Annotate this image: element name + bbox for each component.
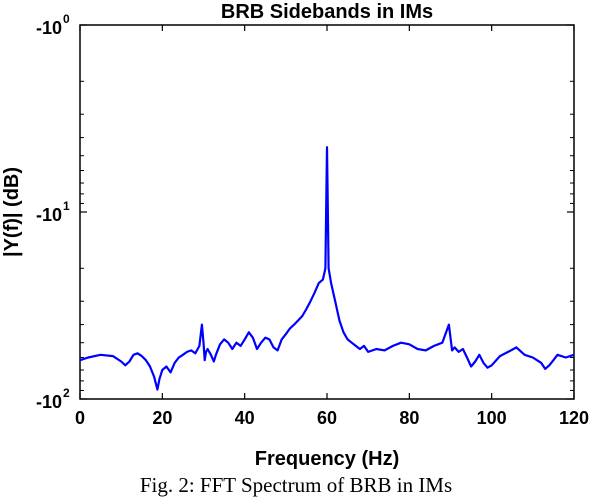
x-tick-label: 40 xyxy=(235,408,255,428)
y-tick-label: -10 xyxy=(36,18,62,38)
x-tick-label: 20 xyxy=(152,408,172,428)
x-tick-label: 80 xyxy=(399,408,419,428)
x-tick-label: 100 xyxy=(477,408,507,428)
x-tick-label: 120 xyxy=(559,408,589,428)
y-axis-label: |Y(f)| (dB) xyxy=(1,167,23,257)
y-tick-label: -10 xyxy=(36,205,62,225)
x-tick-label: 60 xyxy=(317,408,337,428)
y-axis-ticks: -10 0-10 1-10 2 xyxy=(36,12,574,412)
spectrum-line xyxy=(79,146,575,391)
x-axis-ticks: 0 20 40 60 80 100 120 xyxy=(75,25,589,428)
x-tick-label: 0 xyxy=(75,408,85,428)
y-tick-label: -10 xyxy=(36,392,62,412)
y-tick-exponent: 0 xyxy=(63,12,70,26)
y-tick-exponent: 1 xyxy=(63,199,70,213)
figure-caption: Fig. 2: FFT Spectrum of BRB in IMs xyxy=(139,473,453,497)
x-axis-label: Frequency (Hz) xyxy=(255,448,399,470)
fft-chart: BRB Sidebands in IMs 0 20 40 60 80 100 120 -10… xyxy=(1,1,589,470)
y-tick-exponent: 2 xyxy=(63,386,70,400)
chart-title: BRB Sidebands in IMs xyxy=(221,1,433,23)
